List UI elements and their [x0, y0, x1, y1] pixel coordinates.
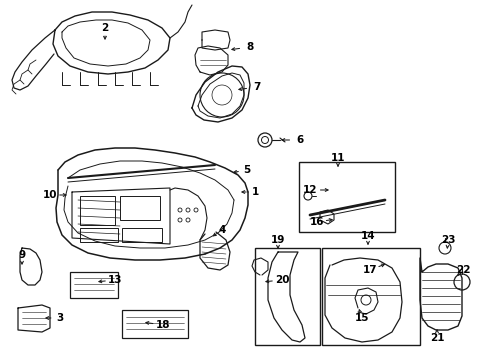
Text: 5: 5: [243, 165, 250, 175]
Text: 10: 10: [42, 190, 57, 200]
Text: 19: 19: [270, 235, 285, 245]
Text: 1: 1: [251, 187, 258, 197]
Text: 2: 2: [101, 23, 108, 33]
Bar: [254, 248, 319, 345]
Bar: [120, 196, 160, 220]
Bar: [321, 248, 419, 345]
Bar: [122, 310, 187, 338]
Text: 23: 23: [440, 235, 454, 245]
Text: 8: 8: [246, 42, 253, 52]
Text: 13: 13: [107, 275, 122, 285]
Text: 11: 11: [330, 153, 345, 163]
Text: 16: 16: [309, 217, 324, 227]
Text: 20: 20: [274, 275, 289, 285]
Bar: [70, 272, 118, 298]
Text: 15: 15: [354, 313, 368, 323]
Text: 17: 17: [362, 265, 377, 275]
Text: 12: 12: [302, 185, 317, 195]
Bar: [122, 228, 162, 242]
Text: 3: 3: [56, 313, 63, 323]
Bar: [80, 228, 118, 242]
Text: 9: 9: [19, 250, 25, 260]
Text: 4: 4: [218, 225, 225, 235]
Text: 6: 6: [296, 135, 303, 145]
Text: 14: 14: [360, 231, 375, 241]
Text: 18: 18: [156, 320, 170, 330]
Text: 7: 7: [253, 82, 260, 92]
Bar: [80, 196, 115, 225]
Bar: [298, 162, 394, 232]
Text: 22: 22: [455, 265, 469, 275]
Text: 21: 21: [429, 333, 443, 343]
